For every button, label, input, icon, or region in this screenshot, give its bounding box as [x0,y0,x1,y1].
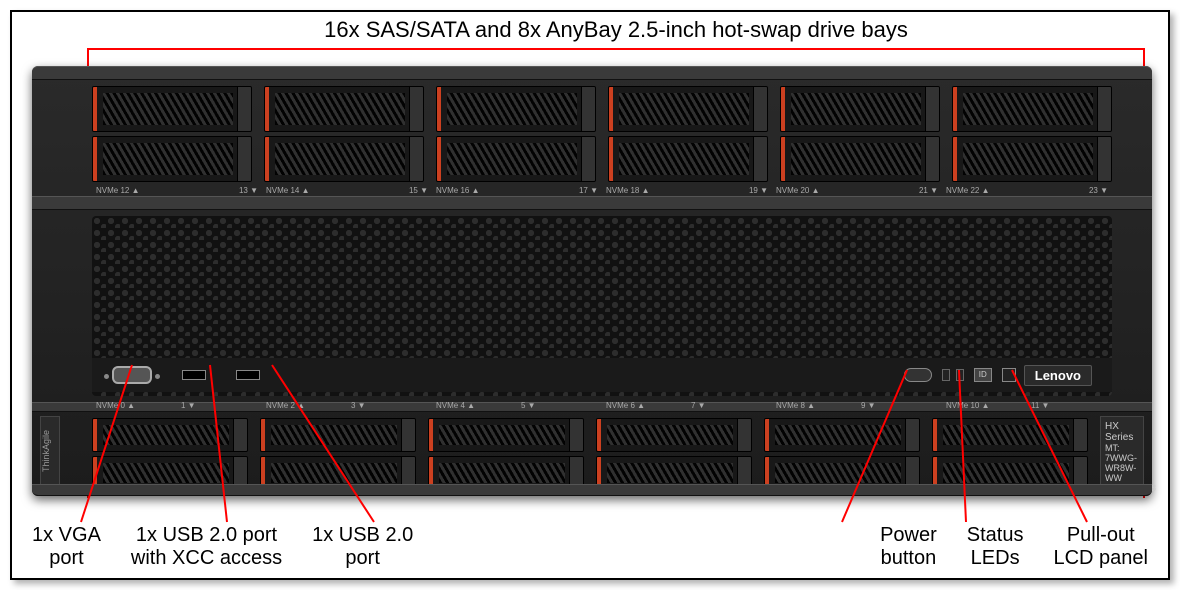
drive-bay[interactable] [608,86,768,132]
callout-vga: 1x VGA port [32,524,101,570]
drive-bay[interactable] [780,136,940,182]
drive-bay-number: NVMe 4 ▲ [432,401,517,413]
drive-bay-pair [428,418,584,494]
drive-bay[interactable] [264,136,424,182]
drive-bay[interactable] [92,86,252,132]
callout-power: Power button [880,524,937,570]
status-led [956,369,964,381]
drive-bay-pair [596,418,752,494]
id-button[interactable]: ID [974,368,992,382]
drive-bay[interactable] [764,418,920,452]
drive-bay[interactable] [952,86,1112,132]
callout-usb-xcc: 1x USB 2.0 port with XCC access [131,524,282,570]
front-ventilation-mesh: ID Lenovo [92,216,1112,396]
usb-port-xcc[interactable] [182,370,206,380]
drive-bay-pair [92,418,248,494]
front-io-panel: ID Lenovo [92,358,1112,392]
server-chassis-front: NVMe 12 ▲13 ▼NVMe 14 ▲15 ▼NVMe 16 ▲17 ▼N… [32,66,1152,496]
chassis-rail-mid [32,196,1152,210]
drive-bay-number: NVMe 2 ▲ [262,401,347,413]
top-drive-bay-row [92,86,1112,186]
drive-bay-pair [764,418,920,494]
pull-out-lcd-panel[interactable] [1002,368,1016,382]
status-led [942,369,950,381]
drive-bay-number: 3 ▼ [347,401,432,413]
drive-bay-pair [952,86,1112,186]
drive-bay[interactable] [932,418,1088,452]
drive-bay-number: NVMe 10 ▲ [942,401,1027,413]
drive-bay-number: 1 ▼ [177,401,262,413]
top-callout-text: 16x SAS/SATA and 8x AnyBay 2.5-inch hot-… [87,17,1145,43]
drive-bay[interactable] [428,418,584,452]
status-leds [942,369,964,381]
drive-bay-number: 5 ▼ [517,401,602,413]
thinkagile-label: ThinkAgile [40,416,60,486]
callout-leds: Status LEDs [967,524,1024,570]
drive-bay[interactable] [952,136,1112,182]
vga-port[interactable] [112,366,152,384]
drive-bay[interactable] [608,136,768,182]
drive-bay-pair [264,86,424,186]
drive-bay[interactable] [780,86,940,132]
bottom-callouts-row: 1x VGA port 1x USB 2.0 port with XCC acc… [22,524,1158,570]
callout-usb: 1x USB 2.0 port [312,524,413,570]
drive-bay-pair [92,86,252,186]
drive-bay[interactable] [264,86,424,132]
drive-bay[interactable] [260,418,416,452]
drive-bay-pair [780,86,940,186]
sn-text: WR8W-WW [1105,463,1139,483]
chassis-rail-top [32,66,1152,80]
bottom-drive-bay-row [92,418,1088,494]
bottom-drive-number-strip: NVMe 0 ▲1 ▼NVMe 2 ▲3 ▼NVMe 4 ▲5 ▼NVMe 6 … [92,401,1112,413]
chassis-rail-bottom [32,484,1152,496]
drive-bay[interactable] [92,418,248,452]
power-button[interactable] [904,368,932,382]
usb-port-2[interactable] [236,370,260,380]
hx-series-text: HX Series [1105,421,1139,443]
drive-bay-number: 7 ▼ [687,401,772,413]
drive-bay-number: NVMe 0 ▲ [92,401,177,413]
drive-bay[interactable] [436,136,596,182]
drive-bay-pair [932,418,1088,494]
drive-bay[interactable] [92,136,252,182]
callout-lcd: Pull-out LCD panel [1053,524,1148,570]
drive-bay-number: 9 ▼ [857,401,942,413]
drive-bay[interactable] [436,86,596,132]
model-info-label: HX Series MT: 7WWG- WR8W-WW MW404WR8 [1100,416,1144,492]
drive-bay-number: 11 ▼ [1027,401,1112,413]
drive-bay-pair [436,86,596,186]
lenovo-logo-badge: Lenovo [1024,365,1092,386]
mt-text: MT: 7WWG- [1105,443,1139,463]
figure-frame: 16x SAS/SATA and 8x AnyBay 2.5-inch hot-… [10,10,1170,580]
drive-bay-pair [260,418,416,494]
drive-bay-number: NVMe 6 ▲ [602,401,687,413]
drive-bay[interactable] [596,418,752,452]
drive-bay-pair [608,86,768,186]
drive-bay-number: NVMe 8 ▲ [772,401,857,413]
